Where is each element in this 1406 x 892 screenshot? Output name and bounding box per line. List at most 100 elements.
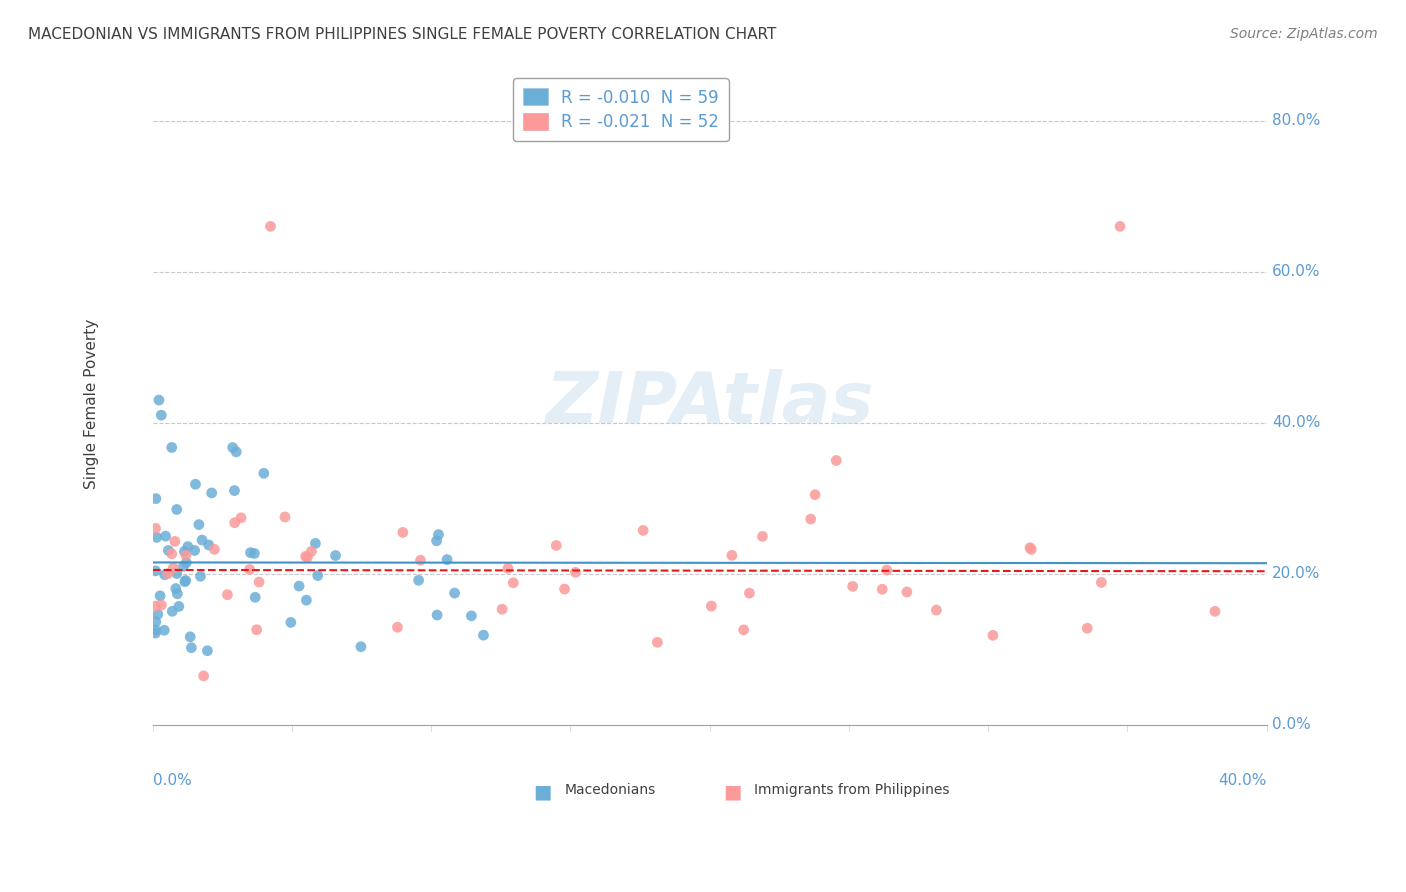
Point	[187, 517, 209, 532]
Point	[197, 644, 219, 658]
Point	[145, 564, 167, 578]
Point	[564, 566, 586, 580]
Point	[145, 521, 167, 535]
Text: 0.0%: 0.0%	[153, 773, 191, 788]
Point	[149, 589, 172, 603]
Text: 0.0%: 0.0%	[1272, 717, 1310, 732]
Point	[1076, 621, 1098, 635]
Point	[179, 630, 201, 644]
Point	[408, 574, 430, 588]
Point	[436, 552, 458, 566]
Point	[173, 574, 195, 589]
Point	[1090, 575, 1112, 590]
Text: Immigrants from Philippines: Immigrants from Philippines	[754, 782, 950, 797]
Point	[294, 549, 316, 564]
Point	[180, 640, 202, 655]
Point	[253, 467, 276, 481]
Text: 20.0%: 20.0%	[1272, 566, 1320, 582]
Point	[157, 543, 180, 558]
Point	[297, 550, 319, 565]
Point	[145, 626, 167, 640]
Point	[156, 566, 179, 581]
Point	[259, 219, 281, 234]
Point	[721, 549, 744, 563]
Point	[145, 491, 167, 506]
Point	[145, 615, 167, 629]
Point	[174, 548, 197, 562]
Point	[409, 553, 432, 567]
Point	[700, 599, 723, 613]
Point	[166, 566, 188, 581]
Point	[183, 543, 205, 558]
Point	[1204, 604, 1226, 618]
Point	[554, 582, 576, 596]
Text: Single Female Poverty: Single Female Poverty	[84, 318, 98, 489]
Point	[307, 568, 329, 582]
Point	[800, 512, 823, 526]
Point	[155, 529, 177, 543]
Point	[392, 525, 415, 540]
Point	[224, 516, 246, 530]
Point	[304, 536, 326, 550]
Point	[145, 599, 167, 613]
Point	[426, 533, 449, 548]
Point	[239, 562, 262, 576]
Point	[243, 546, 266, 560]
Point	[173, 544, 195, 558]
Text: 40.0%: 40.0%	[1219, 773, 1267, 788]
Point	[217, 588, 239, 602]
Text: MACEDONIAN VS IMMIGRANTS FROM PHILIPPINES SINGLE FEMALE POVERTY CORRELATION CHAR: MACEDONIAN VS IMMIGRANTS FROM PHILIPPINE…	[28, 27, 776, 42]
Point	[288, 579, 311, 593]
Point	[841, 579, 863, 593]
Point	[274, 510, 297, 524]
Point	[191, 533, 214, 547]
Text: Macedonians: Macedonians	[565, 782, 657, 797]
Point	[225, 445, 247, 459]
Point	[896, 585, 918, 599]
Point	[502, 575, 524, 590]
Point	[247, 575, 270, 590]
Point	[825, 453, 848, 467]
Point	[146, 530, 169, 544]
Point	[166, 587, 188, 601]
Point	[325, 549, 347, 563]
Point	[160, 604, 183, 618]
Text: 40.0%: 40.0%	[1272, 415, 1320, 430]
Point	[472, 628, 495, 642]
Point	[870, 582, 893, 597]
Point	[146, 607, 169, 622]
Point	[301, 544, 323, 558]
Point	[981, 628, 1004, 642]
Point	[193, 669, 215, 683]
Point	[738, 586, 761, 600]
Point	[427, 527, 450, 541]
Point	[163, 534, 186, 549]
Point	[224, 483, 246, 498]
Point	[350, 640, 373, 654]
Point	[387, 620, 409, 634]
Point	[491, 602, 513, 616]
Point	[150, 408, 173, 422]
Point	[925, 603, 948, 617]
Point	[496, 561, 519, 575]
Point	[162, 561, 184, 575]
Point	[148, 392, 170, 407]
Point	[172, 559, 194, 574]
Point	[222, 441, 245, 455]
Point	[197, 538, 219, 552]
Text: ■: ■	[533, 782, 551, 802]
Text: ■: ■	[723, 782, 741, 802]
Point	[174, 574, 197, 588]
Point	[204, 542, 226, 557]
Point	[177, 540, 200, 554]
Text: 80.0%: 80.0%	[1272, 113, 1320, 128]
Point	[804, 488, 827, 502]
Point	[190, 569, 212, 583]
Text: Source: ZipAtlas.com: Source: ZipAtlas.com	[1230, 27, 1378, 41]
Legend: R = -0.010  N = 59, R = -0.021  N = 52: R = -0.010 N = 59, R = -0.021 N = 52	[513, 78, 728, 141]
Point	[1019, 542, 1042, 557]
Point	[460, 608, 482, 623]
Point	[246, 623, 269, 637]
Point	[166, 502, 188, 516]
Point	[184, 477, 207, 491]
